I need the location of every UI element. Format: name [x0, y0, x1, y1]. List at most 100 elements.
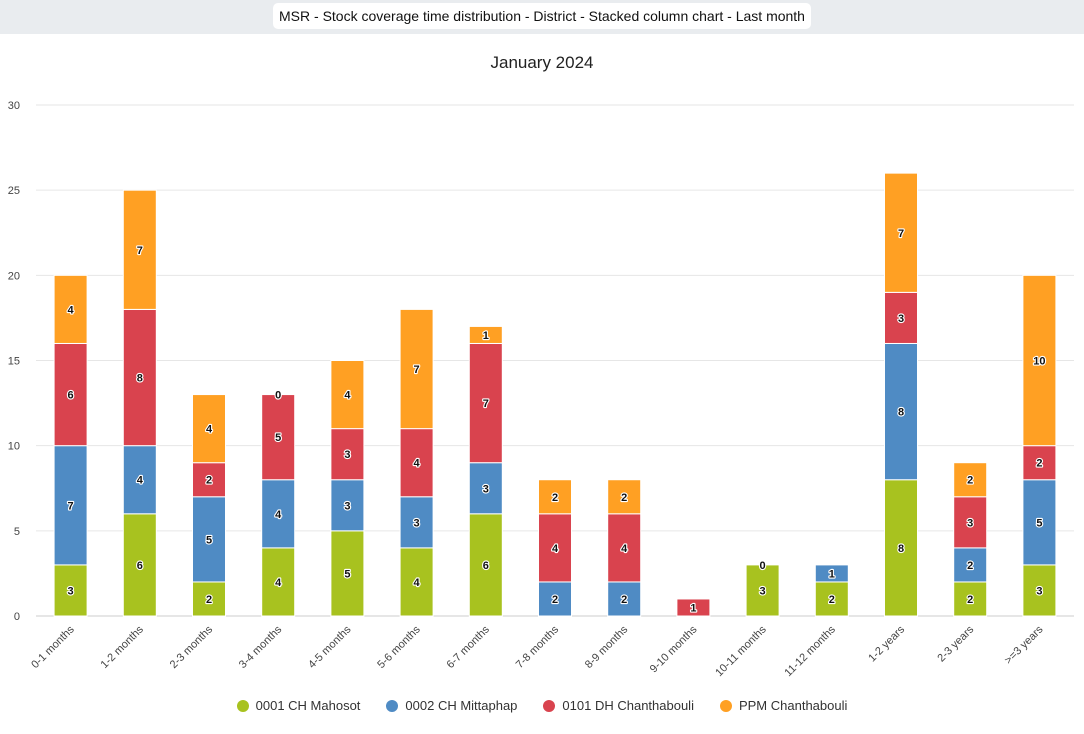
- legend-item[interactable]: 0001 CH Mahosot: [236, 698, 360, 713]
- bar-segment[interactable]: [122, 189, 157, 310]
- x-tick-label: 8-9 months: [583, 623, 631, 671]
- legend-item[interactable]: 0101 DH Chanthabouli: [543, 698, 694, 713]
- x-tick-label: 2-3 years: [935, 623, 976, 664]
- bar-segment[interactable]: [330, 479, 365, 532]
- data-label: 8: [898, 543, 904, 555]
- data-label: 10: [1033, 356, 1045, 368]
- data-label: 3: [414, 517, 420, 529]
- stacked-column-chart: January 2024 376464872524445053344347637…: [8, 53, 1074, 679]
- bar-segment[interactable]: [884, 479, 918, 617]
- bar-segment[interactable]: [122, 513, 157, 617]
- bar-segment[interactable]: [53, 274, 88, 344]
- data-label: 5: [206, 534, 212, 546]
- bar-segment[interactable]: [607, 513, 642, 583]
- bar-segment[interactable]: [468, 325, 503, 344]
- bar-segment[interactable]: [122, 308, 157, 447]
- bar-segment[interactable]: [330, 360, 365, 430]
- data-label: 3: [483, 483, 489, 495]
- data-label: 8: [898, 407, 904, 419]
- bar-segment[interactable]: [884, 291, 918, 344]
- bar-segment[interactable]: [399, 428, 434, 498]
- data-label: 3: [344, 500, 350, 512]
- data-label: 3: [344, 449, 350, 461]
- bar-segment[interactable]: [884, 342, 918, 481]
- bar-segment[interactable]: [538, 513, 572, 583]
- y-tick-label: 30: [8, 100, 20, 112]
- page-title: MSR - Stock coverage time distribution -…: [273, 3, 811, 29]
- bar-segment[interactable]: [538, 581, 572, 617]
- legend-item[interactable]: PPM Chanthabouli: [719, 698, 847, 713]
- bar-segment[interactable]: [953, 496, 988, 549]
- bar-segment[interactable]: [1022, 445, 1057, 481]
- data-label: 2: [967, 560, 973, 572]
- bar-segment[interactable]: [192, 462, 226, 498]
- bar-segment[interactable]: [745, 564, 780, 617]
- data-label: 2: [967, 475, 973, 487]
- bar-segment[interactable]: [399, 496, 434, 549]
- legend-swatch: [543, 699, 556, 712]
- y-axis: 0 5 10 15 20 25 30: [8, 100, 20, 623]
- data-label: 0: [275, 390, 281, 402]
- x-tick-label: 5-6 months: [375, 623, 423, 671]
- data-label: 4: [137, 475, 144, 487]
- chart-title: January 2024: [490, 53, 593, 72]
- x-tick-label: 7-8 months: [514, 623, 562, 671]
- bar-segment[interactable]: [953, 462, 988, 498]
- data-label: 4: [344, 390, 351, 402]
- bar-segment[interactable]: [1022, 479, 1057, 566]
- data-label: 3: [1036, 585, 1042, 597]
- data-label: 2: [206, 475, 212, 487]
- bar-segment[interactable]: [192, 394, 226, 464]
- bar-segment[interactable]: [53, 342, 88, 447]
- bar-segment[interactable]: [192, 581, 226, 617]
- bar-segment[interactable]: [676, 598, 711, 617]
- bar-segment[interactable]: [261, 394, 296, 481]
- bar-segment[interactable]: [330, 530, 365, 617]
- y-tick-label: 20: [8, 270, 20, 282]
- data-label: 4: [552, 543, 559, 555]
- data-label: 2: [1036, 458, 1042, 470]
- data-label: 0: [760, 560, 766, 572]
- x-axis: 0-1 months 1-2 months 2-3 months 3-4 months…: [29, 623, 1046, 679]
- x-tick-label: 3-4 months: [237, 623, 285, 671]
- bar-segment[interactable]: [814, 564, 849, 583]
- x-tick-label: 1-2 years: [866, 623, 907, 664]
- bar-segment[interactable]: [607, 581, 642, 617]
- bars[interactable]: [53, 172, 1057, 617]
- data-label: 8: [137, 373, 143, 385]
- bar-segment[interactable]: [953, 547, 988, 583]
- bar-segment[interactable]: [261, 479, 296, 549]
- y-tick-label: 5: [14, 526, 20, 538]
- y-tick-label: 10: [8, 441, 20, 453]
- data-label: 3: [967, 517, 973, 529]
- bar-segment[interactable]: [468, 462, 503, 515]
- bar-segment[interactable]: [53, 445, 88, 566]
- bar-segment[interactable]: [607, 479, 642, 515]
- bar-segment[interactable]: [468, 513, 503, 617]
- data-label: 2: [206, 594, 212, 606]
- data-label: 2: [829, 594, 835, 606]
- data-label: 5: [344, 568, 350, 580]
- value-labels: 3 7 6 4 6 4 8 7 2 5 2 4 4 4 5 0 5 3 3 4 4 3 4 7 6 3 7 1 2 4 2 2 4 2 1 3 0 2 1 8…: [66, 227, 1046, 616]
- legend-swatch: [236, 699, 249, 712]
- data-label: 5: [1036, 517, 1042, 529]
- bar-segment[interactable]: [1022, 564, 1057, 617]
- y-tick-label: 15: [8, 356, 20, 368]
- data-label: 2: [552, 492, 558, 504]
- bar-segment[interactable]: [1022, 274, 1057, 447]
- x-tick-label: 1-2 months: [99, 623, 147, 671]
- bar-segment[interactable]: [399, 308, 434, 430]
- bar-segment[interactable]: [538, 479, 572, 515]
- bar-segment[interactable]: [330, 428, 365, 481]
- x-tick-label: 4-5 months: [306, 623, 354, 671]
- data-label: 6: [68, 390, 74, 402]
- bar-segment[interactable]: [884, 172, 918, 293]
- legend-item[interactable]: 0002 CH Mittaphap: [386, 698, 517, 713]
- x-tick-label: 6-7 months: [445, 623, 493, 671]
- bar-segment[interactable]: [122, 445, 157, 515]
- bar-segment[interactable]: [192, 496, 226, 583]
- bar-segment[interactable]: [399, 547, 434, 617]
- bar-segment[interactable]: [261, 547, 296, 617]
- bar-segment[interactable]: [53, 564, 88, 617]
- legend-label: 0002 CH Mittaphap: [405, 698, 518, 713]
